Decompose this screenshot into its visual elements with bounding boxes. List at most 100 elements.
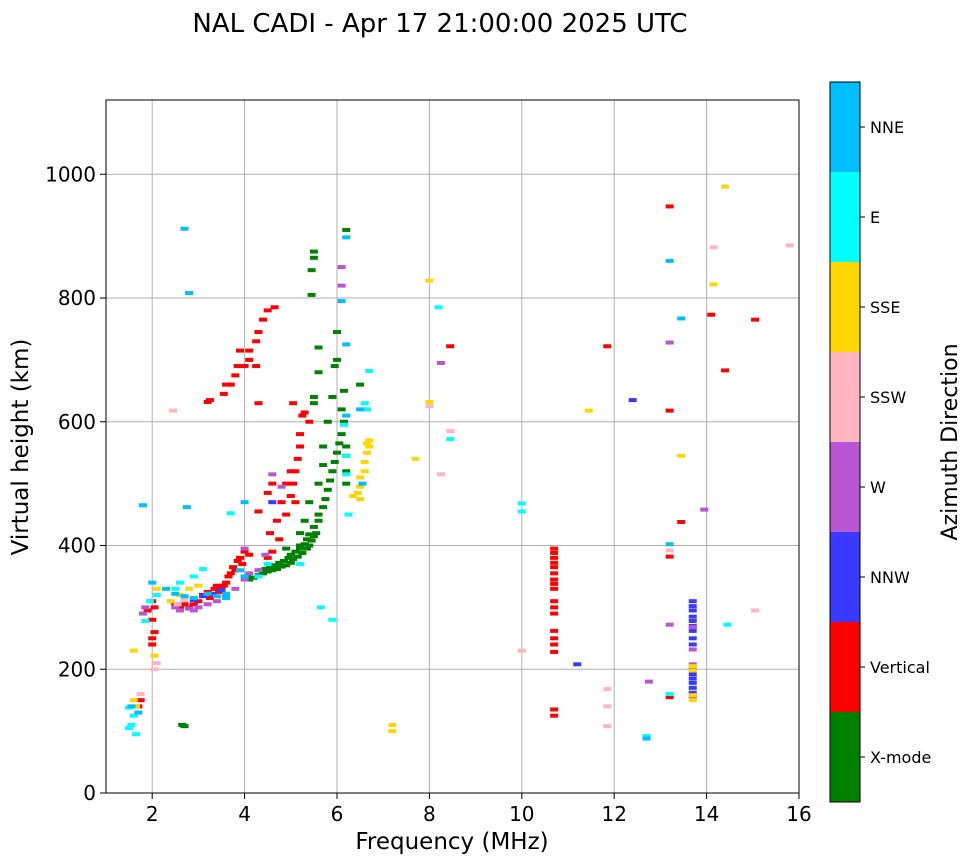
data-point-sse [185,586,194,591]
data-point-e [342,453,351,458]
data-point-w [141,605,150,610]
data-point-x-mode [279,558,288,563]
data-point-x-mode [309,524,318,529]
data-point-x-mode [302,537,311,542]
data-point-vertical [291,500,300,505]
data-point-vertical [298,413,307,418]
data-point-w [337,283,346,288]
data-point-x-mode [309,395,318,399]
data-point-x-mode [307,268,316,273]
data-point-vertical [550,560,559,565]
data-point-x-mode [300,518,309,523]
data-point-vertical [233,364,242,369]
data-point-w [337,265,346,270]
data-point-vertical [245,348,254,353]
data-point-vertical [148,617,157,622]
data-point-ssw [751,608,760,613]
data-point-vertical [224,574,233,579]
data-point-e [129,713,138,718]
data-point-x-mode [309,401,318,406]
data-point-nnw [688,608,697,613]
data-point-w [436,360,445,365]
data-point-sse [677,453,686,458]
data-point-vertical [550,707,559,712]
data-point-sse [129,698,138,703]
data-point-w [245,571,254,576]
data-point-vertical [210,586,219,591]
data-point-vertical [240,364,249,369]
data-point-x-mode [293,554,302,559]
data-point-vertical [665,695,674,700]
data-point-e [360,401,369,406]
data-point-vertical [231,568,240,573]
data-point-sse [411,456,420,461]
data-point-vertical [665,204,674,209]
data-point-vertical [286,469,295,474]
chart-title: NAL CADI - Apr 17 21:00:00 2025 UTC [192,9,687,39]
data-point-x-mode [259,571,268,576]
data-point-e [141,618,150,623]
data-point-sse [688,664,697,669]
data-point-sse [360,459,369,464]
data-point-nnw [688,672,697,677]
colorbar-frame [829,81,861,803]
data-point-nne [356,407,365,412]
data-point-x-mode [296,543,305,548]
data-point-nne [212,594,221,599]
data-point-vertical [148,636,157,641]
data-point-vertical [550,565,559,570]
data-point-x-mode [296,546,305,551]
data-point-vertical [263,308,272,313]
data-point-vertical [296,444,305,449]
data-point-sse [356,484,365,489]
data-point-x-mode [323,419,332,424]
data-point-e [132,732,141,737]
data-point-nnw [688,614,697,619]
data-point-nne [171,591,180,596]
data-point-nne [222,596,231,601]
data-point-e [296,562,305,567]
data-point-vertical [252,339,261,344]
data-point-vertical [194,599,203,604]
data-point-sse [356,497,365,502]
data-point-ssw [150,667,159,672]
x-tick-label: 2 [146,802,159,826]
data-point-nne [203,591,212,596]
data-point-nne [138,503,147,508]
data-point-nnw [199,594,208,599]
data-point-nnw [688,636,697,641]
data-point-w [175,608,184,613]
data-point-nnw [688,599,697,604]
data-point-e [328,617,337,622]
data-point-w [212,599,221,604]
data-point-sse [425,399,434,404]
data-point-vertical [550,628,559,633]
colorbar-swatch [830,532,860,622]
data-point-sse [166,599,175,604]
x-tick-label: 4 [238,802,251,826]
data-point-x-mode [335,441,344,446]
data-point-nnw [688,680,697,685]
data-point-vertical [268,481,277,486]
data-point-vertical [550,713,559,718]
y-tick-label: 200 [58,657,96,681]
data-point-vertical [233,558,242,563]
data-point-vertical [305,419,314,424]
data-point-ssw [785,243,794,248]
colorbar-tick-label: NNE [870,118,904,137]
data-point-x-mode [339,419,348,424]
data-point-ssw [136,692,145,696]
data-point-vertical [550,550,559,555]
data-point-ssw [173,602,182,607]
data-point-nnw [628,398,637,403]
data-point-x-mode [178,722,187,727]
data-point-sse [363,441,372,446]
data-point-vertical [282,481,291,486]
colorbar-swatch [830,172,860,262]
data-point-e [175,580,184,585]
data-point-e [339,422,348,427]
data-point-nne [127,704,136,709]
data-point-vertical [150,630,159,635]
data-point-sse [194,583,203,588]
